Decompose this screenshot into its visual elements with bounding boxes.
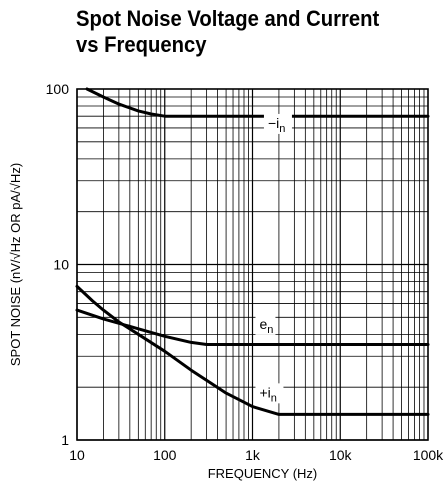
series-label-1: en (259, 316, 273, 336)
series-label-0: −in (268, 115, 285, 135)
series-label-bg (263, 113, 292, 134)
x-tick-label: 1k (245, 447, 261, 463)
y-tick-label: 100 (46, 81, 70, 97)
series-label-2: +in (259, 384, 276, 404)
x-tick-labels: 10 100 1k 10k 100k (69, 447, 444, 463)
y-tick-label: 1 (61, 432, 69, 448)
x-tick-label: 10 (69, 447, 85, 463)
x-tick-label: 100k (413, 447, 444, 463)
series-label-bg (255, 314, 276, 335)
chart-title-line1: Spot Noise Voltage and Current (76, 6, 380, 31)
series-line-2 (75, 284, 430, 416)
x-tick-label: 10k (329, 447, 353, 463)
x-axis-label: FREQUENCY (Hz) (208, 466, 318, 481)
grid-lines (76, 88, 429, 441)
plot-frame (76, 88, 429, 441)
chart-title: Spot Noise Voltage and Current vs Freque… (76, 6, 407, 58)
series-label-bg (255, 383, 284, 404)
series-labels: −in en +in (255, 113, 292, 404)
y-axis-label: SPOT NOISE (nV/√Hz OR pA/√Hz) (8, 163, 23, 366)
chart-title-line2: vs Frequency (76, 32, 207, 57)
y-tick-labels: 1 10 100 (46, 81, 70, 448)
x-tick-label: 100 (153, 447, 177, 463)
series-line-1 (75, 308, 430, 346)
y-tick-label: 10 (53, 257, 69, 273)
